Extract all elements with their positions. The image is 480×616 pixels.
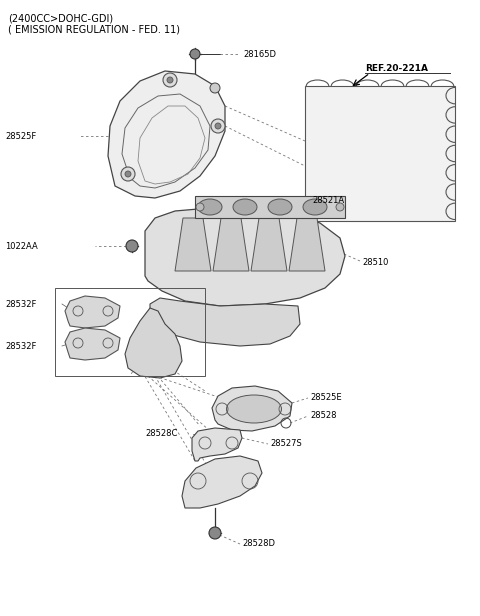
Polygon shape [213,218,249,271]
Polygon shape [125,308,182,378]
Circle shape [163,73,177,87]
Text: 28525F: 28525F [5,131,36,140]
Polygon shape [289,218,325,271]
Circle shape [211,119,225,133]
Circle shape [126,240,138,252]
Text: 28510: 28510 [362,257,388,267]
Text: 28532F: 28532F [5,341,36,351]
Circle shape [209,527,221,539]
Circle shape [121,167,135,181]
Circle shape [125,171,131,177]
Bar [55,288,205,376]
Polygon shape [108,71,225,198]
Polygon shape [145,208,345,306]
Text: 28521A: 28521A [312,195,344,205]
Ellipse shape [227,395,281,423]
Circle shape [210,83,220,93]
Text: 28532F: 28532F [5,299,36,309]
Text: 28527S: 28527S [270,439,302,448]
Polygon shape [182,456,262,508]
Text: 28165D: 28165D [243,49,276,59]
Text: 28528: 28528 [310,411,336,421]
Circle shape [167,77,173,83]
Polygon shape [65,296,120,328]
Text: (2400CC>DOHC-GDI): (2400CC>DOHC-GDI) [8,13,113,23]
Text: 28528D: 28528D [242,540,275,548]
Polygon shape [65,328,120,360]
Polygon shape [251,218,287,271]
Ellipse shape [268,199,292,215]
Bar [195,196,345,218]
Polygon shape [175,218,211,271]
Polygon shape [192,428,242,461]
Circle shape [196,203,204,211]
Text: 28528C: 28528C [145,429,178,439]
Text: REF.20-221A: REF.20-221A [365,64,428,73]
Circle shape [190,49,200,59]
Polygon shape [150,298,300,346]
Polygon shape [212,386,292,431]
Text: 28525E: 28525E [310,394,342,402]
Circle shape [336,203,344,211]
Text: 1022AA: 1022AA [5,241,38,251]
Ellipse shape [233,199,257,215]
Ellipse shape [198,199,222,215]
Text: ( EMISSION REGULATION - FED. 11): ( EMISSION REGULATION - FED. 11) [8,24,180,34]
Ellipse shape [303,199,327,215]
Circle shape [215,123,221,129]
Bar [305,86,455,221]
